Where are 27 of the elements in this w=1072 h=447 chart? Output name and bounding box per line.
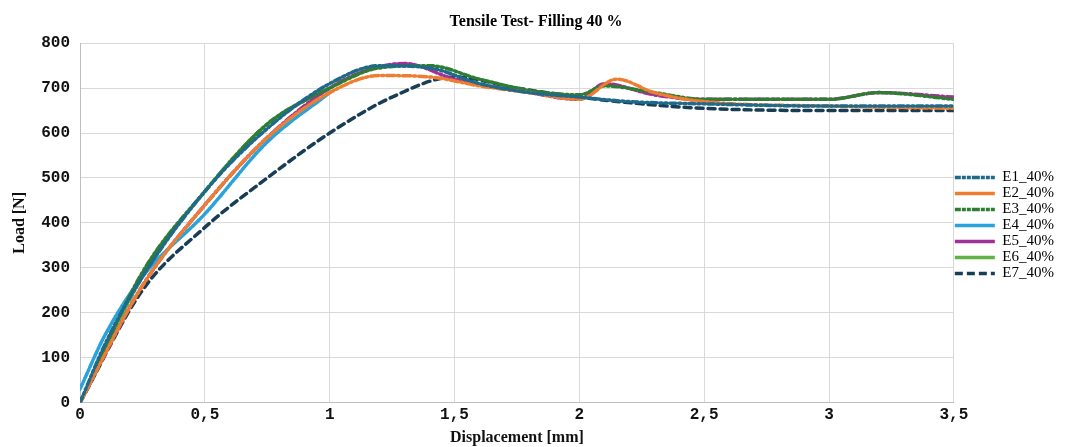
x-tick-label: 1,5	[440, 406, 469, 425]
y-tick-label: 300	[41, 258, 70, 277]
legend-label: E1_40%	[1002, 168, 1055, 185]
x-tick-label: 3	[824, 406, 834, 425]
x-tick-label: 1	[324, 406, 335, 425]
y-tick-label: 800	[41, 34, 70, 53]
y-tick-label: 700	[41, 79, 70, 98]
x-tick-label: 0	[75, 406, 85, 425]
y-tick-label: 600	[41, 124, 70, 143]
y-tick-label: 100	[41, 348, 70, 367]
y-tick-label: 400	[41, 213, 70, 232]
x-tick-label: 0,5	[190, 406, 220, 425]
x-tick-label: 2,5	[689, 406, 719, 425]
legend-label: E7_40%	[1002, 264, 1055, 281]
chart-title: Tensile Test- Filling 40 %	[449, 11, 623, 30]
legend-label: E3_40%	[1002, 200, 1055, 217]
x-axis-title: Displacement [mm]	[450, 427, 584, 446]
y-tick-label: 500	[41, 169, 70, 188]
legend-label: E4_40%	[1002, 216, 1055, 233]
y-axis-title: Load [N]	[9, 192, 27, 254]
x-tick-label: 2	[574, 406, 585, 425]
y-tick-label: 200	[41, 303, 70, 322]
x-tick-label: 3,5	[939, 406, 969, 425]
y-tick-label: 0	[60, 393, 70, 412]
legend-label: E6_40%	[1002, 248, 1055, 265]
legend-label: E5_40%	[1002, 232, 1055, 249]
legend-label: E2_40%	[1002, 184, 1055, 201]
